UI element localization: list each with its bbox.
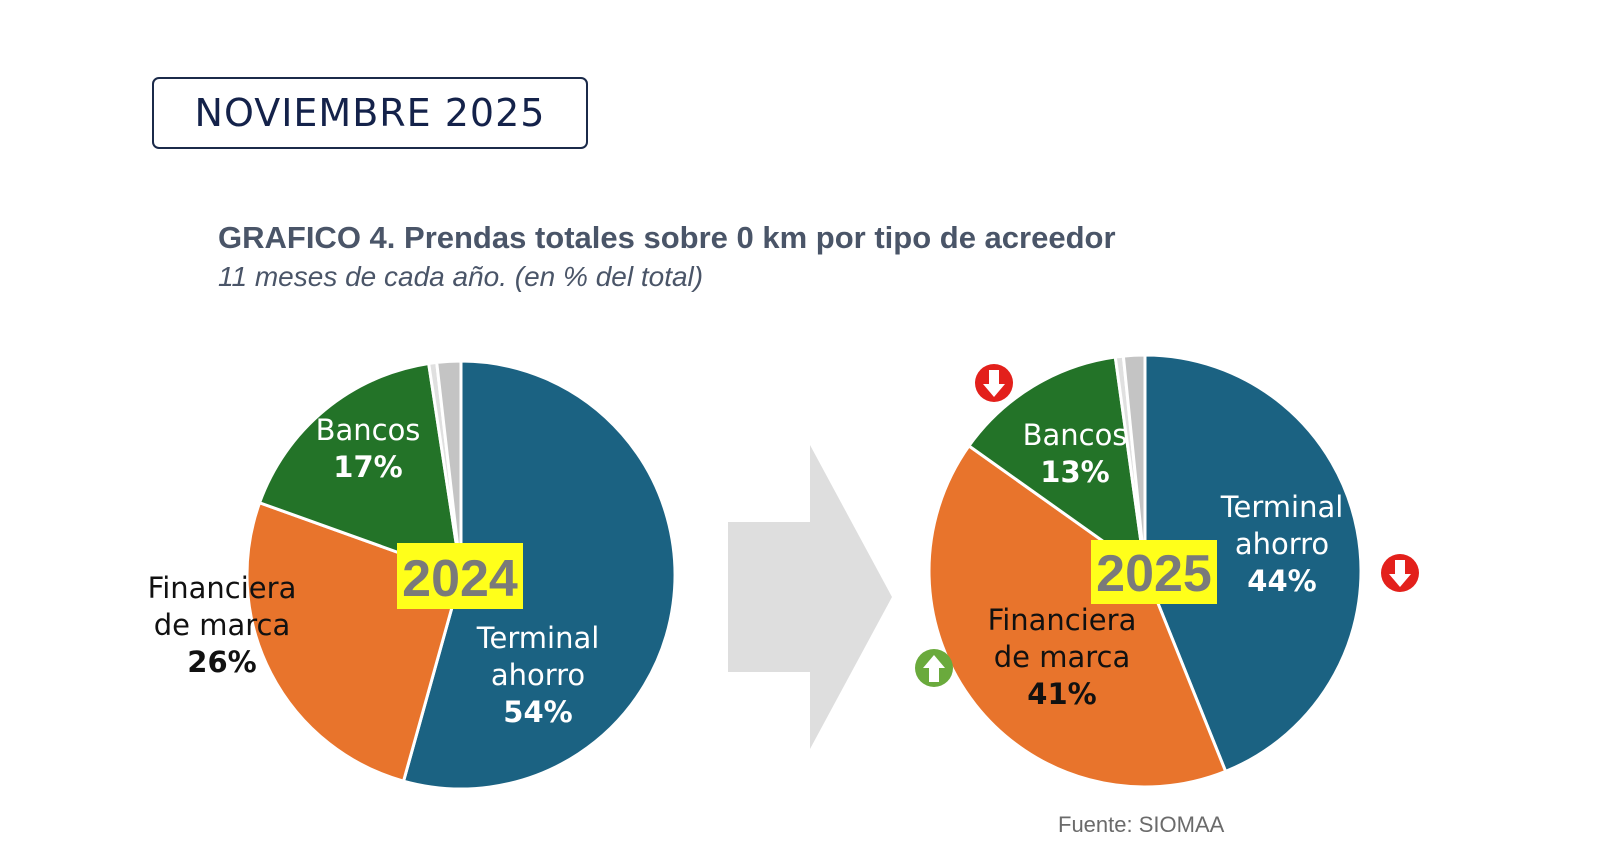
- arrow-up-icon-financiera-de-marca: [915, 649, 953, 687]
- year-badge-2025: 2025: [1096, 545, 1212, 603]
- year-badge-2024: 2024: [402, 550, 518, 608]
- slice-pct-terminal-ahorro-2025: 44%: [1247, 564, 1316, 598]
- arrow-down-icon-bancos: [975, 364, 1013, 402]
- slice-terminal-ahorro-2024: [401, 359, 677, 791]
- slice-otros-2025: [1121, 353, 1147, 572]
- slice-pct-financiera-de-marca-2025: 41%: [1027, 677, 1096, 711]
- arrow-down-icon-terminal-ahorro: [1381, 554, 1419, 592]
- slice-label-terminal-ahorro-2025-1: ahorro: [1235, 527, 1329, 561]
- transition-arrow: [728, 445, 892, 749]
- slice-bancos-2024: [257, 361, 463, 578]
- year-badge-bg-2025: [1091, 540, 1217, 604]
- slice-terminal-ahorro-2025: [1143, 353, 1363, 774]
- slice-label-bancos-2025-0: Bancos: [1023, 418, 1128, 452]
- source-note: Fuente: SIOMAA: [1058, 812, 1225, 837]
- slice-label-financiera-de-marca-2025-1: de marca: [994, 640, 1131, 674]
- year-badge-bg-2024: [397, 543, 523, 609]
- slice-label-bancos-2024-0: Bancos: [316, 413, 421, 447]
- slice-label-financiera-de-marca-2024-1: de marca: [154, 608, 291, 642]
- slice-pct-bancos-2025: 13%: [1040, 455, 1109, 489]
- slice-otros-2024: [435, 359, 463, 576]
- chart-title: GRAFICO 4. Prendas totales sobre 0 km po…: [218, 220, 1116, 255]
- date-label: NOVIEMBRE 2025: [152, 77, 588, 149]
- slice-label-terminal-ahorro-2024-0: Terminal: [476, 621, 600, 655]
- slice-pct-bancos-2024: 17%: [333, 450, 402, 484]
- slice-label-financiera-de-marca-2024-0: Financiera: [148, 571, 297, 605]
- slice-pct-financiera-de-marca-2024: 26%: [187, 645, 256, 679]
- chart-subtitle: 11 meses de cada año. (en % del total): [218, 261, 704, 292]
- slice-label-terminal-ahorro-2024-1: ahorro: [491, 658, 585, 692]
- slice-label-terminal-ahorro-2025-0: Terminal: [1220, 490, 1344, 524]
- slice-label-financiera-de-marca-2025-0: Financiera: [988, 603, 1137, 637]
- slice-pct-terminal-ahorro-2024: 54%: [503, 695, 572, 729]
- slice-financiera-de-marca-2025: [927, 443, 1228, 789]
- slice-bancos-2025: [966, 355, 1147, 575]
